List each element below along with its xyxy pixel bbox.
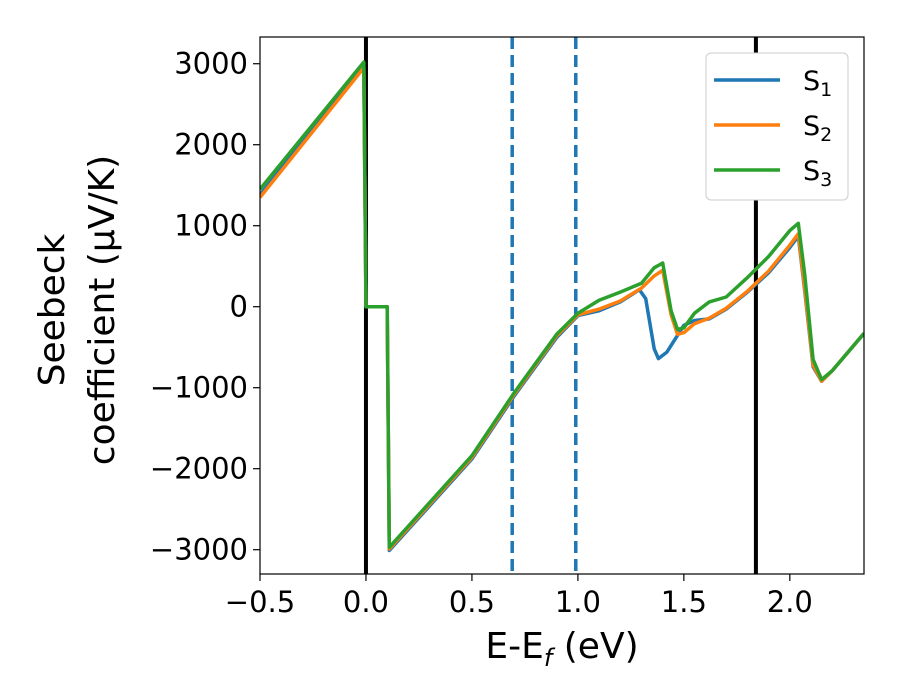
legend-label: S2: [803, 111, 832, 146]
reference-lines: [363, 37, 758, 574]
y-tick-label: −2000: [150, 452, 248, 486]
legend-label: S3: [803, 156, 832, 191]
y-tick-label: 0: [230, 290, 248, 324]
series-lines: [260, 60, 864, 553]
y-axis: −3000 −2000 −1000 0 1000 2000 3000: [150, 47, 260, 567]
x-axis-label: E-Ef (eV): [485, 626, 638, 672]
y-axis-label-line1: Seebeck: [32, 233, 73, 386]
y-tick-label: 2000: [174, 128, 248, 162]
x-tick-label: 0.0: [343, 585, 389, 619]
y-axis-label-line2: coefficient (μV/K): [82, 155, 123, 465]
y-tick-label: −1000: [150, 371, 248, 405]
y-tick-label: −3000: [150, 533, 248, 567]
legend: S1 S2 S3: [705, 52, 849, 201]
legend-label: S1: [803, 66, 832, 101]
x-tick-label: 1.5: [661, 585, 707, 619]
y-axis-label: Seebeck coefficient (μV/K): [32, 155, 123, 465]
series-line-s3: [260, 60, 864, 550]
x-tick-label: 1.0: [555, 585, 601, 619]
y-tick-label: 3000: [174, 47, 248, 81]
x-tick-label: 2.0: [767, 585, 813, 619]
plot-frame: [259, 36, 865, 575]
y-tick-label: 1000: [174, 209, 248, 243]
x-tick-label: −0.5: [225, 585, 295, 619]
x-axis: −0.5 0.0 0.5 1.0 1.5 2.0: [225, 574, 813, 619]
x-tick-label: 0.5: [449, 585, 495, 619]
